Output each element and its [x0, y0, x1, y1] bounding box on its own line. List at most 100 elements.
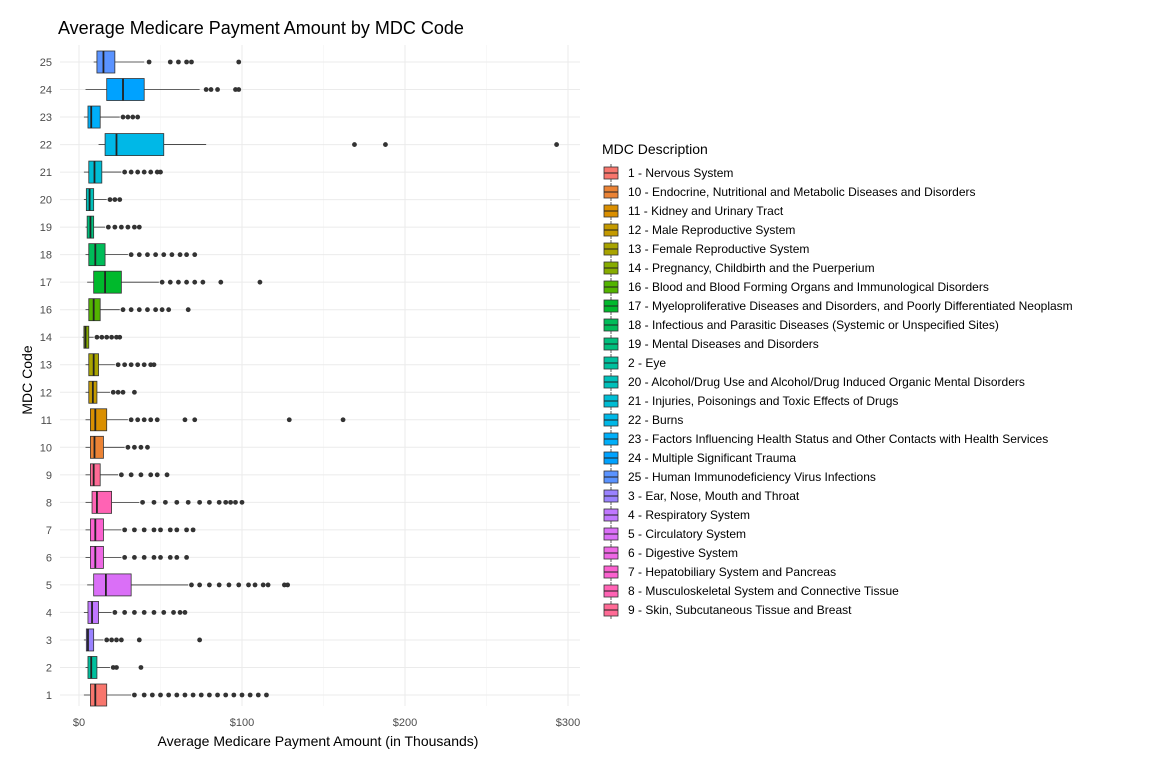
outlier-point: [189, 59, 194, 65]
y-tick-label: 18: [40, 250, 52, 262]
outlier-point: [107, 197, 113, 203]
box-iqr: [87, 656, 98, 679]
outlier-point: [239, 499, 245, 505]
legend-label: 8 - Musculoskeletal System and Connectiv…: [628, 584, 899, 598]
box-iqr: [90, 463, 101, 487]
outlier-point: [148, 169, 154, 175]
outlier-point: [184, 554, 189, 560]
outlier-point: [158, 554, 163, 560]
legend-label: 22 - Burns: [628, 413, 683, 427]
box-mdc-4: [83, 601, 188, 624]
legend-item: 3 - Ear, Nose, Mouth and Throat: [603, 487, 800, 505]
legend-item: 20 - Alcohol/Drug Use and Alcohol/Drug I…: [603, 373, 1025, 391]
outlier-point: [158, 527, 163, 533]
outlier-point: [135, 417, 141, 423]
legend-item: 5 - Circulatory System: [603, 525, 746, 543]
outlier-point: [136, 307, 142, 313]
y-tick-label: 22: [40, 140, 52, 152]
y-tick-label: 10: [40, 442, 52, 454]
box-mdc-21: [83, 160, 163, 184]
outlier-point: [135, 169, 141, 175]
outlier-point: [135, 362, 141, 368]
legend-label: 13 - Female Reproductive System: [628, 242, 809, 256]
outlier-point: [185, 499, 191, 505]
x-axis-title: Average Medicare Payment Amount (in Thou…: [158, 733, 479, 749]
legend-item: 14 - Pregnancy, Childbirth and the Puerp…: [603, 259, 875, 277]
legend-item: 18 - Infectious and Parasitic Diseases (…: [603, 316, 999, 334]
outlier-point: [216, 582, 222, 588]
outlier-point: [192, 279, 198, 285]
outlier-point: [207, 582, 212, 588]
y-tick-label: 17: [40, 277, 52, 289]
outlier-point: [136, 637, 142, 643]
outlier-point: [148, 417, 154, 423]
outlier-point: [236, 59, 242, 65]
outlier-point: [185, 307, 191, 313]
box-iqr: [90, 435, 104, 459]
outlier-point: [145, 252, 150, 258]
y-tick-label: 13: [40, 360, 52, 372]
outlier-point: [104, 637, 110, 643]
outlier-point: [246, 582, 251, 588]
outlier-point: [138, 665, 144, 670]
outlier-point: [247, 692, 253, 698]
outlier-point: [159, 307, 165, 313]
outlier-point: [166, 307, 172, 313]
outlier-point: [177, 252, 183, 258]
outlier-point: [233, 499, 238, 505]
outlier-point: [223, 692, 229, 698]
outlier-point: [122, 169, 128, 175]
outlier-point: [125, 114, 131, 120]
outlier-point: [158, 169, 163, 175]
outlier-point: [190, 527, 196, 533]
outlier-point: [167, 59, 173, 65]
legend-item: 23 - Factors Influencing Health Status a…: [603, 430, 1048, 448]
outlier-point: [118, 224, 124, 230]
outlier-point: [182, 692, 188, 698]
box-mdc-6: [85, 545, 189, 569]
box-mdc-9: [85, 463, 170, 487]
y-tick-label: 25: [40, 57, 52, 69]
box-iqr: [90, 408, 108, 432]
outlier-point: [132, 527, 137, 533]
outlier-point: [132, 444, 137, 450]
outlier-point: [167, 279, 173, 285]
x-tick-label: $300: [556, 717, 580, 729]
x-tick-label: $100: [230, 717, 254, 729]
outlier-point: [236, 582, 242, 588]
box-iqr: [87, 105, 101, 129]
box-mdc-20: [83, 188, 123, 212]
box-mdc-18: [85, 243, 198, 267]
outlier-point: [109, 334, 114, 340]
outlier-point: [125, 224, 131, 230]
outlier-point: [151, 499, 157, 505]
legend-label: 10 - Endocrine, Nutritional and Metaboli…: [628, 185, 976, 199]
outlier-point: [223, 499, 229, 505]
outlier-point: [130, 114, 136, 120]
legend-item: 1 - Nervous System: [603, 164, 733, 182]
legend-title: MDC Description: [602, 141, 708, 157]
outlier-point: [141, 362, 147, 368]
outlier-point: [239, 692, 245, 698]
legend-item: 9 - Skin, Subcutaneous Tissue and Breast: [603, 601, 852, 619]
outlier-point: [264, 692, 269, 698]
outlier-point: [120, 389, 126, 395]
outlier-point: [252, 582, 258, 588]
outlier-point: [236, 87, 242, 92]
outlier-point: [174, 499, 180, 505]
box-iqr: [90, 683, 108, 707]
legend-item: 11 - Kidney and Urinary Tract: [603, 202, 784, 220]
outlier-point: [265, 582, 271, 588]
outlier-point: [153, 307, 159, 313]
outlier-point: [141, 610, 147, 615]
outlier-point: [159, 279, 165, 285]
legend-label: 23 - Factors Influencing Health Status a…: [628, 432, 1048, 446]
outlier-point: [105, 224, 111, 230]
outlier-point: [174, 527, 180, 533]
box-mdc-8: [85, 490, 245, 514]
y-tick-label: 1: [46, 690, 52, 702]
outlier-point: [192, 417, 198, 423]
outlier-point: [132, 224, 137, 230]
legend-label: 24 - Multiple Significant Trauma: [628, 451, 796, 465]
